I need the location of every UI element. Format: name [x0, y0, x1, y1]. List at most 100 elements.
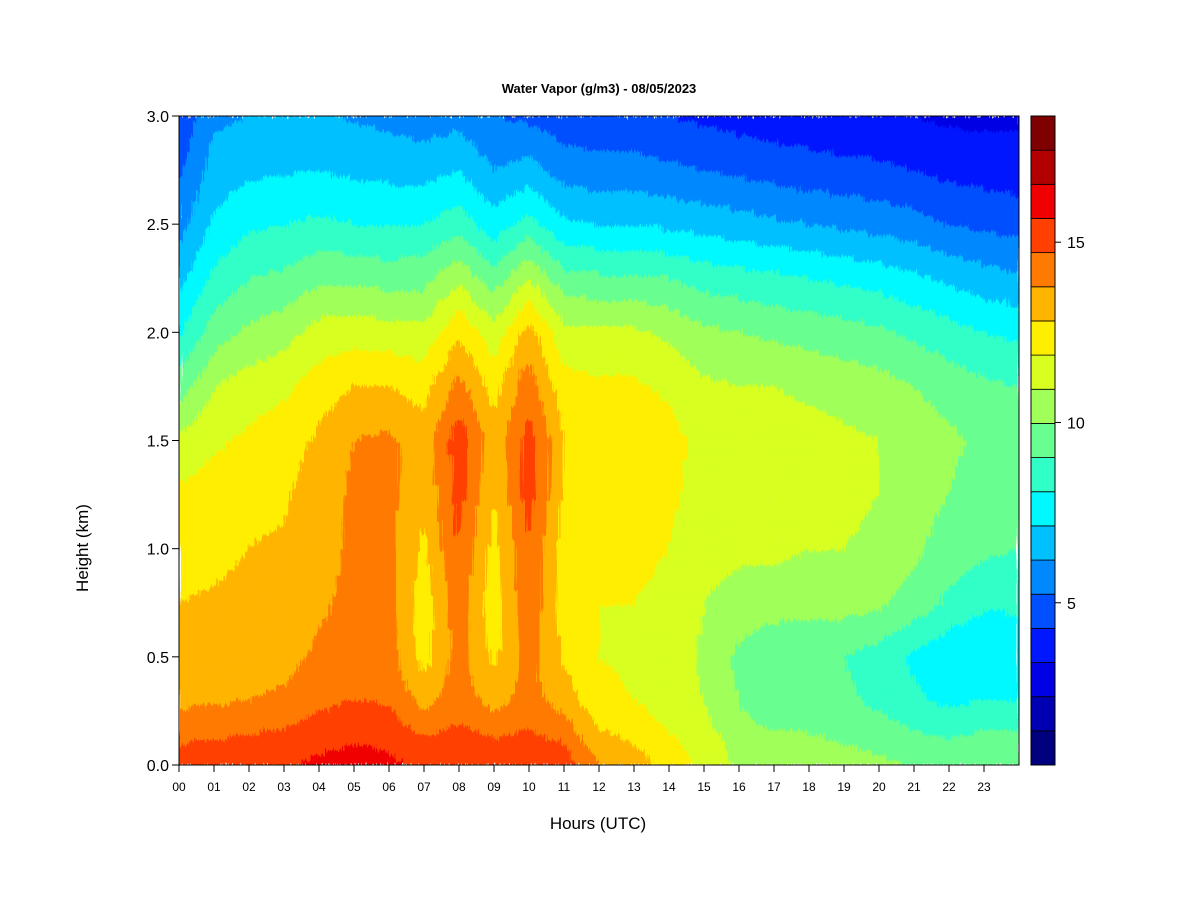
heatmap-cell [287, 665, 291, 671]
heatmap-cell [312, 715, 316, 721]
heatmap-cell [273, 191, 277, 197]
heatmap-cell [238, 740, 242, 746]
heatmap-cell [193, 585, 197, 591]
heatmap-cell [228, 285, 232, 291]
heatmap-cell [214, 665, 218, 671]
heatmap-cell [235, 510, 239, 516]
heatmap-cell [200, 325, 204, 331]
heatmap-cell [231, 705, 235, 711]
heatmap-cell [308, 335, 312, 341]
heatmap-cell [186, 520, 190, 526]
heatmap-cell [217, 201, 221, 207]
heatmap-cell [193, 250, 197, 256]
heatmap-cell [214, 455, 218, 461]
heatmap-cell [231, 590, 235, 596]
heatmap-cell [259, 625, 263, 631]
heatmap-cell [298, 151, 302, 157]
heatmap-cell [228, 535, 232, 541]
heatmap-cell [235, 285, 239, 291]
heatmap-cell [280, 141, 284, 147]
heatmap-cell [224, 260, 228, 266]
heatmap-cell [266, 121, 270, 127]
heatmap-cell [196, 475, 200, 481]
heatmap-cell [235, 201, 239, 207]
heatmap-cell [298, 201, 302, 207]
heatmap-cell [217, 610, 221, 616]
heatmap-cell [280, 131, 284, 137]
heatmap-cell [238, 161, 242, 167]
heatmap-cell [238, 670, 242, 676]
heatmap-cell [252, 530, 256, 536]
heatmap-cell [266, 620, 270, 626]
heatmap-cell [238, 390, 242, 396]
heatmap-cell [280, 171, 284, 177]
heatmap-cell [291, 300, 295, 306]
heatmap-cell [221, 345, 225, 351]
heatmap-cell [207, 300, 211, 306]
heatmap-cell [200, 375, 204, 381]
heatmap-cell [210, 685, 214, 691]
heatmap-cell [252, 690, 256, 696]
heatmap-cell [294, 710, 298, 716]
heatmap-cell [193, 660, 197, 666]
heatmap-cell [284, 585, 288, 591]
heatmap-cell [224, 380, 228, 386]
heatmap-cell [203, 445, 207, 451]
heatmap-cell [200, 645, 204, 651]
heatmap-cell [231, 735, 235, 741]
heatmap-cell [242, 585, 246, 591]
heatmap-cell [214, 325, 218, 331]
heatmap-cell [291, 725, 295, 731]
heatmap-cell [221, 730, 225, 736]
heatmap-cell [298, 515, 302, 521]
heatmap-cell [196, 725, 200, 731]
heatmap-cell [308, 455, 312, 461]
heatmap-cell [280, 565, 284, 571]
heatmap-cell [189, 680, 193, 686]
heatmap-cell [210, 260, 214, 266]
heatmap-cell [235, 605, 239, 611]
heatmap-cell [256, 600, 260, 606]
heatmap-cell [305, 560, 309, 566]
heatmap-cell [238, 730, 242, 736]
heatmap-cell [266, 280, 270, 286]
heatmap-cell [224, 525, 228, 531]
heatmap-cell [280, 445, 284, 451]
heatmap-cell [182, 350, 186, 356]
heatmap-cell [308, 520, 312, 526]
heatmap-cell [294, 655, 298, 661]
heatmap-cell [231, 260, 235, 266]
heatmap-cell [301, 625, 305, 631]
heatmap-cell [294, 625, 298, 631]
heatmap-cell [200, 216, 204, 222]
heatmap-cell [210, 570, 214, 576]
heatmap-cell [200, 570, 204, 576]
heatmap-cell [214, 635, 218, 641]
heatmap-cell [249, 600, 253, 606]
heatmap-cell [252, 330, 256, 336]
heatmap-cell [270, 650, 274, 656]
heatmap-cell [186, 136, 190, 142]
heatmap-cell [301, 750, 305, 756]
heatmap-cell [277, 206, 281, 212]
heatmap-cell [308, 270, 312, 276]
heatmap-cell [235, 600, 239, 606]
heatmap-cell [284, 510, 288, 516]
heatmap-cell [256, 595, 260, 601]
heatmap-cell [238, 285, 242, 291]
heatmap-cell [301, 715, 305, 721]
heatmap-cell [231, 181, 235, 187]
heatmap-cell [245, 610, 249, 616]
heatmap-cell [263, 330, 267, 336]
heatmap-cell [186, 216, 190, 222]
heatmap-cell [259, 760, 263, 766]
heatmap-cell [312, 615, 316, 621]
heatmap-cell [224, 715, 228, 721]
heatmap-cell [277, 395, 281, 401]
heatmap-cell [182, 260, 186, 266]
heatmap-cell [273, 480, 277, 486]
heatmap-cell [231, 600, 235, 606]
heatmap-cell [249, 445, 253, 451]
heatmap-cell [217, 555, 221, 561]
heatmap-cell [298, 545, 302, 551]
